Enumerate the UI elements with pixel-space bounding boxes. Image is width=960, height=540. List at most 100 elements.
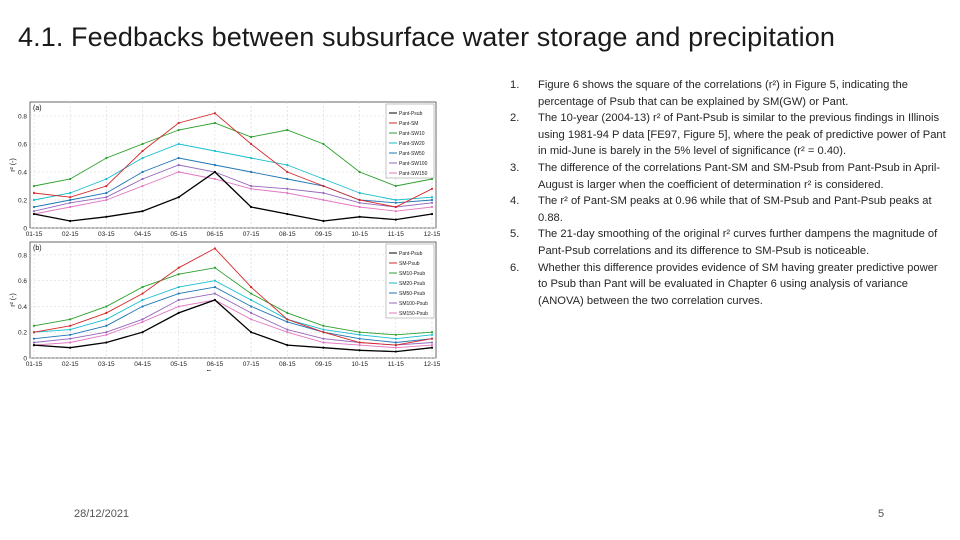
series-point xyxy=(213,292,217,295)
series-point xyxy=(394,344,397,347)
series-point xyxy=(105,184,108,188)
bullet-item-4: 4. The r² of Pant-SM peaks at 0.96 while … xyxy=(510,193,950,226)
series-point xyxy=(394,198,397,202)
y-tick-label: 0.4 xyxy=(18,170,27,177)
series-point xyxy=(32,337,36,340)
series-line xyxy=(33,299,433,349)
series-point xyxy=(286,328,289,331)
x-tick-label: 07-15 xyxy=(243,231,260,238)
series-point xyxy=(141,292,144,295)
series-point xyxy=(213,286,217,289)
series-line xyxy=(33,143,433,201)
series-point xyxy=(32,212,36,216)
series-point xyxy=(430,205,434,209)
series-point xyxy=(177,298,180,302)
series-point xyxy=(249,311,253,314)
y-tick-label: 0.6 xyxy=(18,142,27,149)
series-point xyxy=(394,350,397,353)
series-point xyxy=(141,298,144,302)
legend-entry: Pant-SW100 xyxy=(399,161,428,167)
series-point xyxy=(141,184,144,188)
legend-entry: Pant-SW20 xyxy=(399,141,425,147)
bullet-item-1: 1. Figure 6 shows the square of the corre… xyxy=(510,77,950,110)
series-point xyxy=(286,177,289,181)
series-point xyxy=(105,198,108,202)
bullet-item-5: 5. The 21-day smoothing of the original r… xyxy=(510,226,950,259)
series-point xyxy=(105,333,108,336)
series-point xyxy=(141,170,144,174)
series-point xyxy=(177,170,180,174)
series-point xyxy=(213,112,217,115)
series-point xyxy=(213,247,217,250)
series-point xyxy=(213,163,217,167)
series-point xyxy=(105,156,108,160)
series-point xyxy=(213,298,217,302)
series-point xyxy=(249,331,253,334)
series-point xyxy=(213,149,217,153)
series-point xyxy=(105,331,108,334)
panel-label: (a) xyxy=(33,105,42,112)
series-line xyxy=(33,122,433,187)
y-tick-label: 0.2 xyxy=(18,330,27,337)
series-point xyxy=(322,324,325,327)
x-tick-label: 05-15 xyxy=(170,231,187,238)
series-point xyxy=(141,142,144,146)
series-point xyxy=(249,135,253,139)
series-line xyxy=(33,157,433,208)
series-point xyxy=(141,305,144,308)
legend-entry: Pant-SW50 xyxy=(399,151,425,157)
series-point xyxy=(69,219,72,223)
x-tick-label: 09-15 xyxy=(315,361,332,368)
bullet-text: The 10-year (2004-13) r² of Pant-Psub is… xyxy=(538,112,946,158)
series-point xyxy=(322,184,325,188)
bullet-number: 2. xyxy=(510,112,520,125)
series-point xyxy=(177,305,180,308)
series-point xyxy=(69,346,72,349)
series-point xyxy=(105,191,108,195)
series-point xyxy=(69,205,72,209)
series-point xyxy=(430,344,434,347)
legend-entry: Pant-SW150 xyxy=(399,171,428,177)
series-point xyxy=(249,142,253,146)
y-tick-label: 0.2 xyxy=(18,198,27,205)
series-point xyxy=(358,341,361,344)
x-tick-label: 12-15 xyxy=(424,231,441,238)
bullet-number: 6. xyxy=(510,261,520,274)
legend-entry: SM150-Psub xyxy=(399,311,428,317)
series-point xyxy=(32,344,36,347)
series-point xyxy=(322,191,325,195)
series-line xyxy=(33,171,433,222)
bullet-number: 4. xyxy=(510,195,520,208)
y-tick-label: 0.6 xyxy=(18,278,27,285)
series-point xyxy=(322,142,325,146)
series-point xyxy=(430,187,434,190)
series-point xyxy=(249,156,253,160)
series-point xyxy=(177,128,180,132)
series-point xyxy=(141,318,144,321)
x-tick-label: 10-15 xyxy=(351,231,368,238)
series-point xyxy=(394,184,397,188)
legend-entry: SM-Psub xyxy=(399,261,420,267)
bullet-item-6: 6. Whether this difference provides evide… xyxy=(510,260,950,310)
x-tick-label: 11-15 xyxy=(388,361,405,368)
series-point xyxy=(322,341,325,344)
series-point xyxy=(286,191,289,195)
series-point xyxy=(286,187,289,190)
series-point xyxy=(105,324,108,327)
series-point xyxy=(177,121,180,125)
series-point xyxy=(213,121,217,125)
series-line xyxy=(33,171,433,215)
series-point xyxy=(141,320,144,324)
series-point xyxy=(213,170,217,174)
series-point xyxy=(32,324,36,327)
chart-panel-2: 0 0.2 0.4 0.6 0.8 01-15 02-15 03-15 04-15 05-15 06… xyxy=(10,241,441,371)
series-point xyxy=(358,349,361,352)
series-point xyxy=(141,331,144,334)
series-line xyxy=(33,280,433,340)
series-point xyxy=(394,201,397,204)
series-point xyxy=(141,286,144,289)
series-point xyxy=(430,331,434,334)
series-point xyxy=(69,196,72,199)
series-point xyxy=(32,331,36,334)
series-line xyxy=(33,112,433,208)
